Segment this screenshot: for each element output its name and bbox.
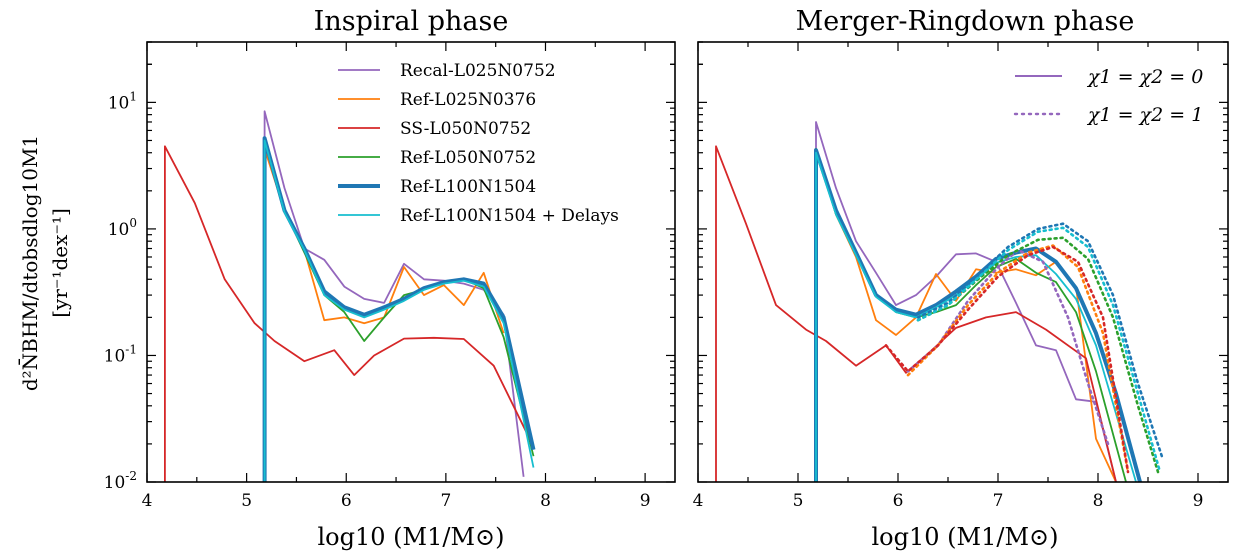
legend-label: Ref-L050N0752 (400, 148, 536, 168)
plot-frame (697, 41, 1229, 483)
y-axis-label-line1: d²N̄BHM/dtobsdlog10M1 (17, 135, 42, 391)
y-axis-label: d²N̄BHM/dtobsdlog10M1 [yr⁻¹dex⁻¹] (17, 135, 72, 391)
x-tick-label: 4 (693, 491, 704, 511)
x-tick-label: 5 (793, 491, 804, 511)
series-line-recal-l025n0752 (815, 121, 1117, 482)
legend-label: χ1 = χ2 = 0 (1086, 66, 1203, 88)
series-line-ref-l025n0376 (815, 147, 1117, 482)
legend-spin: χ1 = χ2 = 0 χ1 = χ2 = 1 (1013, 66, 1203, 126)
y-tick-label: 10-2 (104, 469, 137, 493)
series-line-ss-l050n0752-spin1 (884, 245, 1130, 474)
y-axis-label-line2: [yr⁻¹dex⁻¹] (48, 208, 72, 318)
x-tick-label: 4 (142, 491, 153, 511)
series-group (715, 121, 1165, 482)
y-tick-label: 10-1 (104, 342, 137, 366)
legend-label: Ref-L100N1504 (400, 177, 536, 197)
x-axis-label-left: log10 (M1/M⊙) (318, 523, 505, 551)
x-axis-label-right: log10 (M1/M⊙) (872, 523, 1059, 551)
x-tick-label: 5 (241, 491, 252, 511)
legend-label: Ref-L025N0376 (400, 90, 536, 110)
x-tick-label: 6 (893, 491, 904, 511)
y-tick-label: 101 (108, 89, 137, 113)
x-tick-label: 9 (1193, 491, 1204, 511)
legend-label: χ1 = χ2 = 1 (1086, 104, 1203, 126)
series-line-ref-l025n0376 (263, 147, 505, 482)
y-tick-label: 100 (108, 216, 137, 240)
series-line-ref-l100n1504-delays-spin1 (916, 226, 1162, 474)
x-tick-label: 8 (1093, 491, 1104, 511)
x-tick-label: 6 (341, 491, 352, 511)
x-tick-label: 9 (640, 491, 651, 511)
series-line-ref-l100n1504-spin1 (916, 222, 1165, 462)
series-line-recal-l025n0752 (263, 110, 525, 482)
panel-inspiral: 4 5 6 7 8 9 10-2 10-1 100 101 Recal-L025N0752 Ref-L… (104, 41, 676, 511)
chart-title-merger: Merger-Ringdown phase (796, 6, 1135, 37)
plot-frame (146, 41, 676, 483)
series-line-ss-l050n0752 (715, 145, 1117, 482)
legend-inspiral: Recal-L025N0752 Ref-L025N0376 SS-L050N0752… (338, 61, 619, 226)
series-line-ref-l100n1504 (814, 148, 1142, 482)
legend-label: SS-L050N0752 (400, 119, 531, 139)
series-group (163, 110, 536, 482)
legend-label: Ref-L100N1504 + Delays (400, 206, 619, 226)
series-line-ref-l100n1504-delays (263, 139, 535, 482)
series-line-ss-l050n0752 (163, 145, 535, 482)
x-tick-label: 7 (440, 491, 451, 511)
chart-title-inspiral: Inspiral phase (314, 6, 509, 37)
panel-merger-ringdown: 4 5 6 7 8 9 χ1 = χ2 = 0 χ1 = χ2 = 1 (693, 41, 1229, 511)
x-tick-label: 7 (993, 491, 1004, 511)
legend-label: Recal-L025N0752 (400, 61, 556, 81)
x-tick-label: 8 (540, 491, 551, 511)
